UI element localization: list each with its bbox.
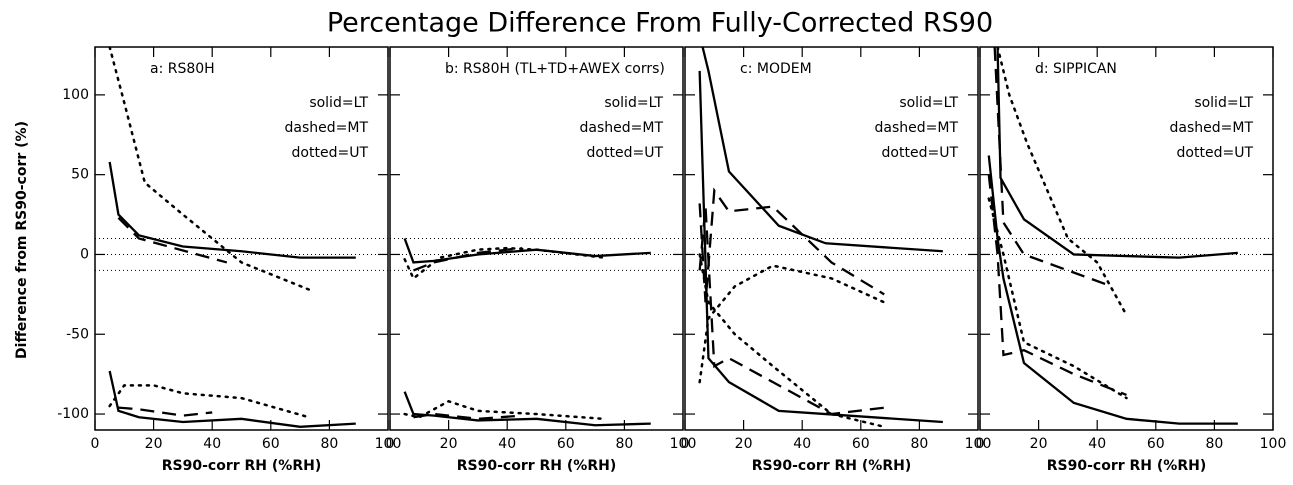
- panel-title: c: MODEM: [740, 61, 812, 77]
- series-group: [698, 47, 943, 429]
- y-tick-label: 100: [62, 87, 89, 103]
- data-line: [413, 412, 522, 420]
- x-axis-label: RS90-corr RH (%RH): [162, 458, 321, 474]
- data-line: [403, 391, 651, 427]
- data-line: [993, 47, 1113, 288]
- x-tick-label: 80: [910, 436, 928, 452]
- panel-annotation: dashed=MT: [285, 120, 369, 136]
- panel-annotation: solid=LT: [1194, 95, 1253, 111]
- x-tick-label: 0: [386, 436, 395, 452]
- x-tick-label: 100: [670, 436, 697, 452]
- series-group: [987, 47, 1238, 425]
- x-tick-label: 40: [1088, 436, 1106, 452]
- x-tick-label: 20: [1030, 436, 1048, 452]
- panel-title: d: SIPPICAN: [1035, 61, 1117, 77]
- x-tick-label: 60: [1147, 436, 1165, 452]
- x-axis-label: RS90-corr RH (%RH): [752, 458, 911, 474]
- x-tick-label: 0: [976, 436, 985, 452]
- x-tick-label: 100: [965, 436, 992, 452]
- panel-annotation: dashed=MT: [1170, 120, 1254, 136]
- panel-annotation: dotted=UT: [1177, 145, 1254, 161]
- x-tick-label: 40: [498, 436, 516, 452]
- data-line: [413, 246, 522, 272]
- y-tick-label: 50: [71, 167, 89, 183]
- panel-annotation: solid=LT: [309, 95, 368, 111]
- x-tick-label: 0: [91, 436, 100, 452]
- panel-annotation: solid=LT: [899, 95, 958, 111]
- x-tick-label: 60: [262, 436, 280, 452]
- series-group: [108, 47, 356, 428]
- x-tick-label: 20: [440, 436, 458, 452]
- data-line: [108, 47, 311, 291]
- x-tick-label: 80: [615, 436, 633, 452]
- data-line: [403, 399, 606, 421]
- data-line: [987, 174, 1127, 396]
- x-tick-label: 80: [320, 436, 338, 452]
- data-line: [987, 155, 1238, 425]
- data-line: [996, 47, 1128, 317]
- data-line: [698, 253, 886, 429]
- panel-title: b: RS80H (TL+TD+AWEX corrs): [445, 61, 665, 77]
- figure-title: Percentage Difference From Fully-Correct…: [327, 8, 993, 39]
- data-line: [698, 70, 943, 424]
- x-tick-label: 40: [203, 436, 221, 452]
- panel-annotation: dotted=UT: [587, 145, 664, 161]
- x-tick-label: 60: [557, 436, 575, 452]
- panel-annotation: dashed=MT: [875, 120, 959, 136]
- y-tick-label: -50: [66, 326, 89, 342]
- data-line: [117, 216, 228, 264]
- x-tick-label: 80: [1205, 436, 1223, 452]
- data-line: [403, 238, 651, 264]
- data-line: [403, 246, 606, 281]
- x-tick-label: 100: [375, 436, 402, 452]
- panel-annotation: dotted=UT: [882, 145, 959, 161]
- data-line: [996, 47, 1238, 259]
- data-line: [118, 406, 213, 417]
- x-axis-label: RS90-corr RH (%RH): [1047, 458, 1206, 474]
- panel-annotation: solid=LT: [604, 95, 663, 111]
- x-axis-label: RS90-corr RH (%RH): [457, 458, 616, 474]
- data-line: [701, 47, 943, 253]
- y-tick-label: -100: [57, 406, 89, 422]
- series-group: [403, 238, 651, 427]
- x-tick-label: 40: [793, 436, 811, 452]
- panel-title: a: RS80H: [150, 61, 215, 77]
- x-tick-label: 20: [145, 436, 163, 452]
- panel-annotation: dashed=MT: [580, 120, 664, 136]
- x-tick-label: 100: [1260, 436, 1287, 452]
- data-line: [698, 264, 886, 384]
- y-tick-label: 0: [80, 246, 89, 262]
- data-line: [698, 187, 885, 303]
- x-tick-label: 60: [852, 436, 870, 452]
- x-tick-label: 0: [681, 436, 690, 452]
- data-line: [987, 197, 1128, 400]
- data-line: [108, 370, 356, 428]
- panel-annotation: dotted=UT: [292, 145, 369, 161]
- data-line: [108, 161, 356, 259]
- x-tick-label: 20: [735, 436, 753, 452]
- data-line: [698, 206, 885, 416]
- y-axis-label: Difference from RS90-corr (%): [14, 121, 30, 359]
